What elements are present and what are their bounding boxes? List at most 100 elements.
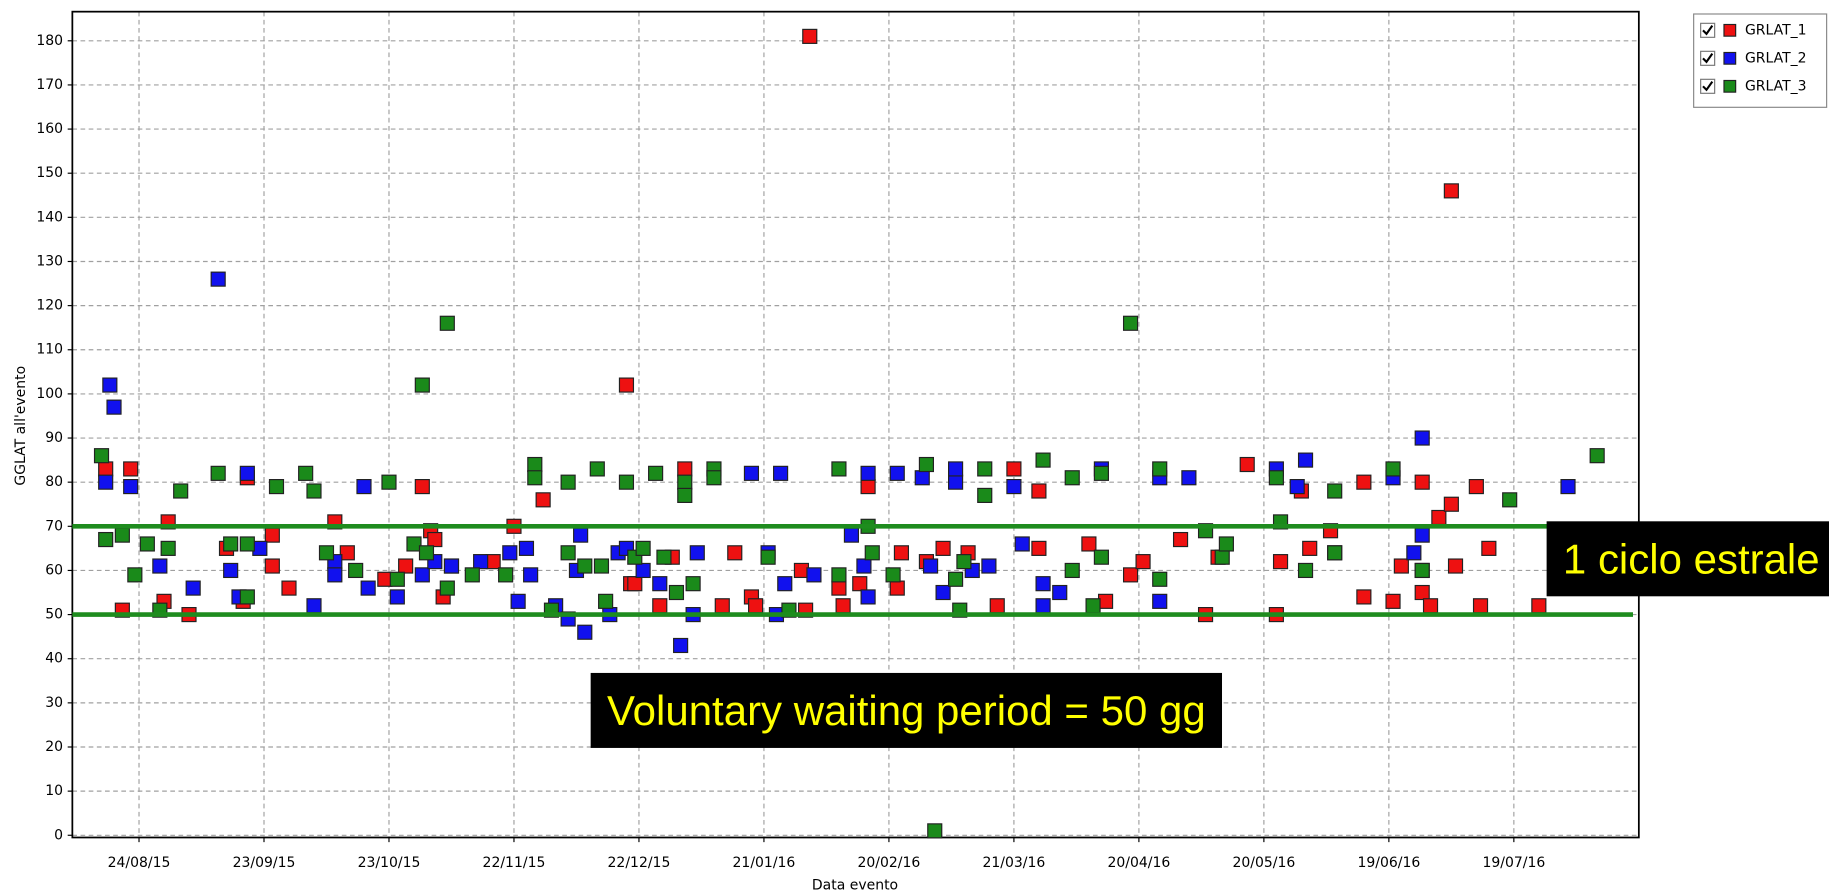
marker [923,558,939,574]
marker [306,483,322,499]
marker [1447,558,1464,574]
marker [1443,496,1459,512]
marker [1085,598,1101,614]
marker [918,456,935,473]
marker [223,536,239,552]
marker [381,474,397,490]
marker [268,479,285,495]
marker [935,540,951,556]
marker [627,576,643,592]
marker [523,567,539,583]
legend-checkbox[interactable] [1700,22,1716,38]
marker [577,624,593,640]
x-tick-label: 21/01/16 [733,855,796,871]
marker [593,558,610,574]
marker [927,823,943,839]
marker [1093,465,1109,481]
marker [1097,593,1114,609]
marker [689,545,705,561]
marker [1006,461,1022,477]
marker [535,492,551,508]
marker [560,474,576,490]
y-tick-label: 20 [45,739,63,755]
legend-label: GRLAT_2 [1745,50,1807,66]
marker [502,545,518,561]
y-tick-label: 130 [36,253,63,269]
marker [1064,470,1080,486]
marker [418,545,435,561]
x-tick-label: 21/03/16 [983,855,1046,871]
legend-check [1702,25,1714,36]
marker [160,540,176,556]
marker [1393,558,1409,574]
annotation: Voluntary waiting period = 50 gg [607,687,1206,734]
marker [981,558,997,574]
marker [485,554,501,570]
legend-checkbox[interactable] [1700,50,1716,66]
marker [893,545,910,561]
y-tick-label: 80 [45,474,63,490]
marker [223,562,239,579]
legend-checkbox[interactable] [1700,78,1716,94]
marker [264,558,280,574]
marker [1031,540,1047,556]
x-tick-label: 23/09/15 [233,855,296,871]
legend-label: GRLAT_3 [1745,78,1807,94]
marker [185,580,201,596]
marker [427,531,443,548]
marker [239,536,255,552]
legend: GRLAT_1 GRLAT_2 GRLAT_3 [1693,13,1828,108]
marker [589,461,605,477]
marker [1297,562,1314,579]
marker [1443,183,1459,199]
marker [1356,589,1372,605]
marker [1268,470,1284,486]
marker [152,558,168,574]
marker [727,545,743,561]
marker [1272,554,1289,570]
marker [1327,483,1343,499]
marker [864,545,880,561]
marker [635,562,651,579]
marker [843,527,860,543]
marker [860,465,876,481]
y-tick-label: 40 [45,651,63,667]
marker [1035,598,1051,614]
marker [1414,584,1430,601]
marker [356,479,372,495]
marker [652,576,668,592]
marker [956,554,972,570]
x-tick-label: 22/12/15 [608,855,671,871]
x-tick-label: 19/06/16 [1357,855,1420,871]
marker [1385,461,1401,477]
marker [560,545,576,561]
marker [831,580,847,596]
x-tick-label: 20/02/16 [858,855,921,871]
marker [598,593,614,609]
marker [473,554,489,570]
marker [652,598,668,614]
marker [406,536,422,552]
x-tick-label: 19/07/16 [1482,855,1545,871]
marker [1014,536,1030,552]
marker [414,567,430,583]
marker [1052,584,1068,601]
marker [1031,483,1047,499]
marker [1385,593,1401,609]
marker [1006,479,1022,495]
marker [714,598,730,614]
marker [123,479,139,495]
marker [1135,554,1151,570]
marker [1468,479,1484,495]
marker [573,527,589,543]
marker [760,549,776,565]
marker [577,558,593,574]
y-axis-label: GGLAT all'evento [13,366,29,486]
annotation-box [590,672,1223,748]
marker [139,536,155,552]
marker [414,479,430,495]
marker [635,540,651,556]
marker [98,531,114,548]
marker [1422,598,1439,614]
